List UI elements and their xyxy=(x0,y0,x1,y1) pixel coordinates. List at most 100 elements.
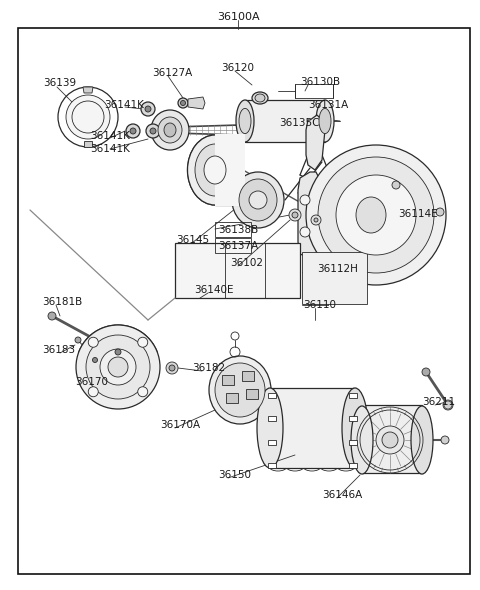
Bar xyxy=(302,252,367,304)
Circle shape xyxy=(441,436,449,444)
Circle shape xyxy=(88,337,98,348)
Ellipse shape xyxy=(215,363,265,417)
Ellipse shape xyxy=(342,388,368,468)
Text: 36140E: 36140E xyxy=(194,285,233,295)
Text: 36110: 36110 xyxy=(303,300,336,310)
Circle shape xyxy=(115,349,121,355)
Ellipse shape xyxy=(188,135,242,205)
Circle shape xyxy=(130,128,136,134)
Text: 36102: 36102 xyxy=(230,258,263,268)
Bar xyxy=(362,405,422,473)
Bar xyxy=(349,440,357,445)
Bar xyxy=(268,393,276,398)
Ellipse shape xyxy=(209,356,271,424)
Bar xyxy=(268,440,276,445)
Circle shape xyxy=(86,335,150,399)
Ellipse shape xyxy=(232,172,284,228)
Text: 36120: 36120 xyxy=(221,63,254,73)
Text: 36137A: 36137A xyxy=(218,241,258,251)
Text: 36141K: 36141K xyxy=(90,131,130,141)
Text: 36112H: 36112H xyxy=(317,264,358,274)
Circle shape xyxy=(422,368,430,376)
Text: 36181B: 36181B xyxy=(42,297,82,307)
Bar xyxy=(215,134,245,206)
Ellipse shape xyxy=(204,156,226,184)
Bar xyxy=(349,416,357,421)
Ellipse shape xyxy=(257,388,283,468)
Text: 36135C: 36135C xyxy=(279,118,320,128)
Text: 36127A: 36127A xyxy=(152,68,192,78)
Circle shape xyxy=(169,365,175,371)
Bar xyxy=(349,393,357,398)
Circle shape xyxy=(289,209,301,221)
Text: 36130B: 36130B xyxy=(300,77,340,87)
Circle shape xyxy=(292,212,298,218)
Polygon shape xyxy=(306,115,325,170)
Circle shape xyxy=(443,400,453,410)
Bar xyxy=(242,371,254,381)
Bar xyxy=(246,389,258,399)
Circle shape xyxy=(108,357,128,377)
Bar xyxy=(295,84,333,98)
Polygon shape xyxy=(83,87,93,93)
Text: 36182: 36182 xyxy=(192,363,225,373)
Circle shape xyxy=(300,195,310,205)
Circle shape xyxy=(126,124,140,138)
Bar xyxy=(215,238,251,253)
Polygon shape xyxy=(84,141,92,147)
Bar xyxy=(245,100,325,142)
Text: 36114E: 36114E xyxy=(398,209,438,219)
Circle shape xyxy=(93,358,97,362)
Ellipse shape xyxy=(164,123,176,137)
Ellipse shape xyxy=(158,117,182,143)
Text: 36183: 36183 xyxy=(42,345,75,355)
Circle shape xyxy=(75,337,81,343)
Circle shape xyxy=(76,325,160,409)
Circle shape xyxy=(314,218,318,222)
Text: 36141K: 36141K xyxy=(104,100,144,110)
Circle shape xyxy=(180,100,185,106)
Text: 36138B: 36138B xyxy=(218,225,258,235)
Text: 36131A: 36131A xyxy=(308,100,348,110)
Circle shape xyxy=(48,312,56,320)
Bar xyxy=(215,222,251,237)
Ellipse shape xyxy=(151,110,189,150)
Circle shape xyxy=(66,95,110,139)
Circle shape xyxy=(146,124,160,138)
Text: 36145: 36145 xyxy=(176,235,209,245)
Polygon shape xyxy=(298,172,320,258)
Polygon shape xyxy=(188,97,205,109)
Text: 36146A: 36146A xyxy=(322,490,362,500)
Circle shape xyxy=(436,208,444,216)
Circle shape xyxy=(311,215,321,225)
Ellipse shape xyxy=(319,109,331,133)
Circle shape xyxy=(249,191,267,209)
Bar xyxy=(268,463,276,468)
Circle shape xyxy=(376,426,404,454)
Ellipse shape xyxy=(195,144,235,196)
Circle shape xyxy=(382,432,398,448)
Text: 36100A: 36100A xyxy=(216,12,259,22)
Ellipse shape xyxy=(252,92,268,104)
Bar xyxy=(268,416,276,421)
Bar xyxy=(270,388,355,468)
Ellipse shape xyxy=(239,109,251,133)
Circle shape xyxy=(145,106,151,112)
Bar xyxy=(349,463,357,468)
Text: 36170: 36170 xyxy=(75,377,108,387)
Circle shape xyxy=(100,349,136,385)
Circle shape xyxy=(138,387,148,396)
Text: 36170A: 36170A xyxy=(160,420,200,430)
Text: 36139: 36139 xyxy=(43,78,76,88)
Ellipse shape xyxy=(255,94,265,102)
Circle shape xyxy=(300,227,310,237)
Circle shape xyxy=(306,145,446,285)
Circle shape xyxy=(150,128,156,134)
Circle shape xyxy=(141,102,155,116)
Ellipse shape xyxy=(316,100,334,142)
Text: 36150: 36150 xyxy=(218,470,251,480)
Circle shape xyxy=(88,387,98,396)
Circle shape xyxy=(178,98,188,108)
Ellipse shape xyxy=(239,179,277,221)
Ellipse shape xyxy=(351,406,373,474)
